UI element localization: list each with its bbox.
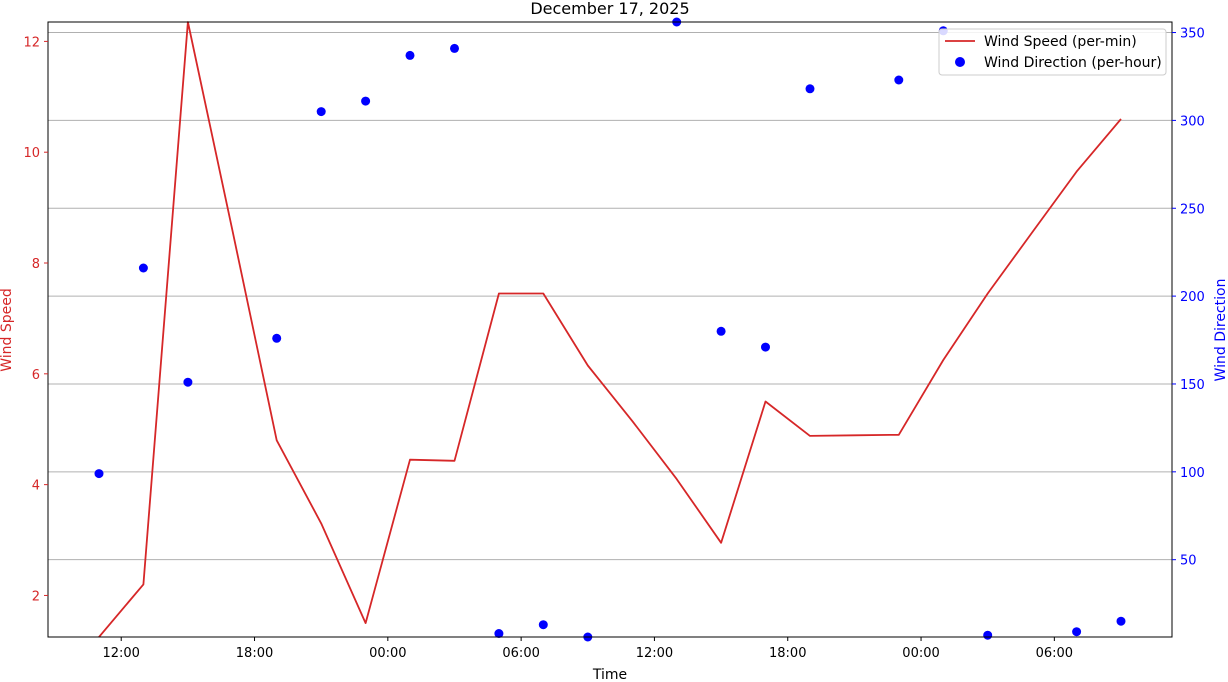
legend-direction-swatch (955, 57, 965, 67)
wind-direction-point (538, 620, 548, 630)
legend-speed-label: Wind Speed (per-min) (984, 34, 1137, 50)
y-right-tick-label: 100 (1180, 466, 1205, 481)
wind-direction-point (316, 107, 326, 117)
wind-direction-point (450, 43, 459, 53)
y-right-tick-label: 50 (1180, 554, 1197, 569)
x-tick-label: 06:00 (502, 646, 539, 661)
y-axis-left-label: Wind Speed (0, 288, 15, 372)
y-left-tick-label: 10 (23, 146, 40, 161)
x-axis-label: Time (592, 667, 627, 682)
x-tick-label: 18:00 (769, 646, 806, 661)
wind-direction-point (761, 342, 770, 352)
y-right-tick-label: 250 (1180, 202, 1205, 217)
y-left-tick-label: 2 (32, 589, 40, 604)
wind-direction-point (361, 96, 371, 106)
y-axis-left: 2 4 6 8 10 12 (23, 35, 48, 604)
wind-direction-point (94, 469, 104, 479)
y-right-tick-label: 200 (1180, 290, 1205, 305)
legend: Wind Speed (per-min) Wind Direction (per… (938, 28, 1167, 76)
y-left-tick-label: 6 (32, 368, 40, 383)
y-axis-right-label: Wind Direction (1213, 279, 1228, 382)
legend-direction-label: Wind Direction (per-hour) (984, 55, 1162, 71)
wind-direction-point (494, 629, 504, 638)
y-left-tick-label: 8 (32, 257, 40, 272)
y-right-tick-label: 350 (1180, 27, 1205, 42)
y-right-tick-label: 300 (1180, 114, 1205, 129)
grid-lines (48, 32, 1172, 561)
chart-title: December 17, 2025 (530, 0, 689, 18)
x-tick-label: 18:00 (236, 646, 273, 661)
wind-direction-point (138, 263, 148, 273)
wind-speed-layer (98, 21, 1122, 638)
wind-direction-point (1072, 627, 1082, 637)
wind-direction-point (1116, 616, 1126, 626)
wind-direction-point (983, 630, 993, 640)
y-left-tick-label: 4 (32, 479, 40, 494)
x-tick-label: 00:00 (902, 646, 939, 661)
y-right-tick-label: 150 (1180, 378, 1205, 393)
x-tick-label: 12:00 (102, 646, 139, 661)
x-axis: 12:00 18:00 00:00 06:00 12:00 18:00 00:00 06:00 (102, 637, 1073, 661)
wind-direction-point (894, 75, 904, 85)
wind-direction-point (716, 326, 726, 336)
wind-speed-line (98, 21, 1122, 638)
legend-box (938, 28, 1167, 76)
x-tick-label: 12:00 (636, 646, 673, 661)
wind-direction-layer (94, 17, 1126, 642)
wind-direction-point (805, 84, 815, 94)
wind-direction-point (183, 377, 193, 387)
x-tick-label: 06:00 (1036, 646, 1073, 661)
y-left-tick-label: 12 (23, 35, 40, 50)
wind-direction-point (405, 50, 415, 60)
y-axis-right: 50 100 150 200 250 300 350 (1172, 27, 1205, 569)
x-tick-label: 00:00 (369, 646, 406, 661)
wind-direction-point (272, 333, 282, 343)
plot-frame (47, 21, 1173, 638)
